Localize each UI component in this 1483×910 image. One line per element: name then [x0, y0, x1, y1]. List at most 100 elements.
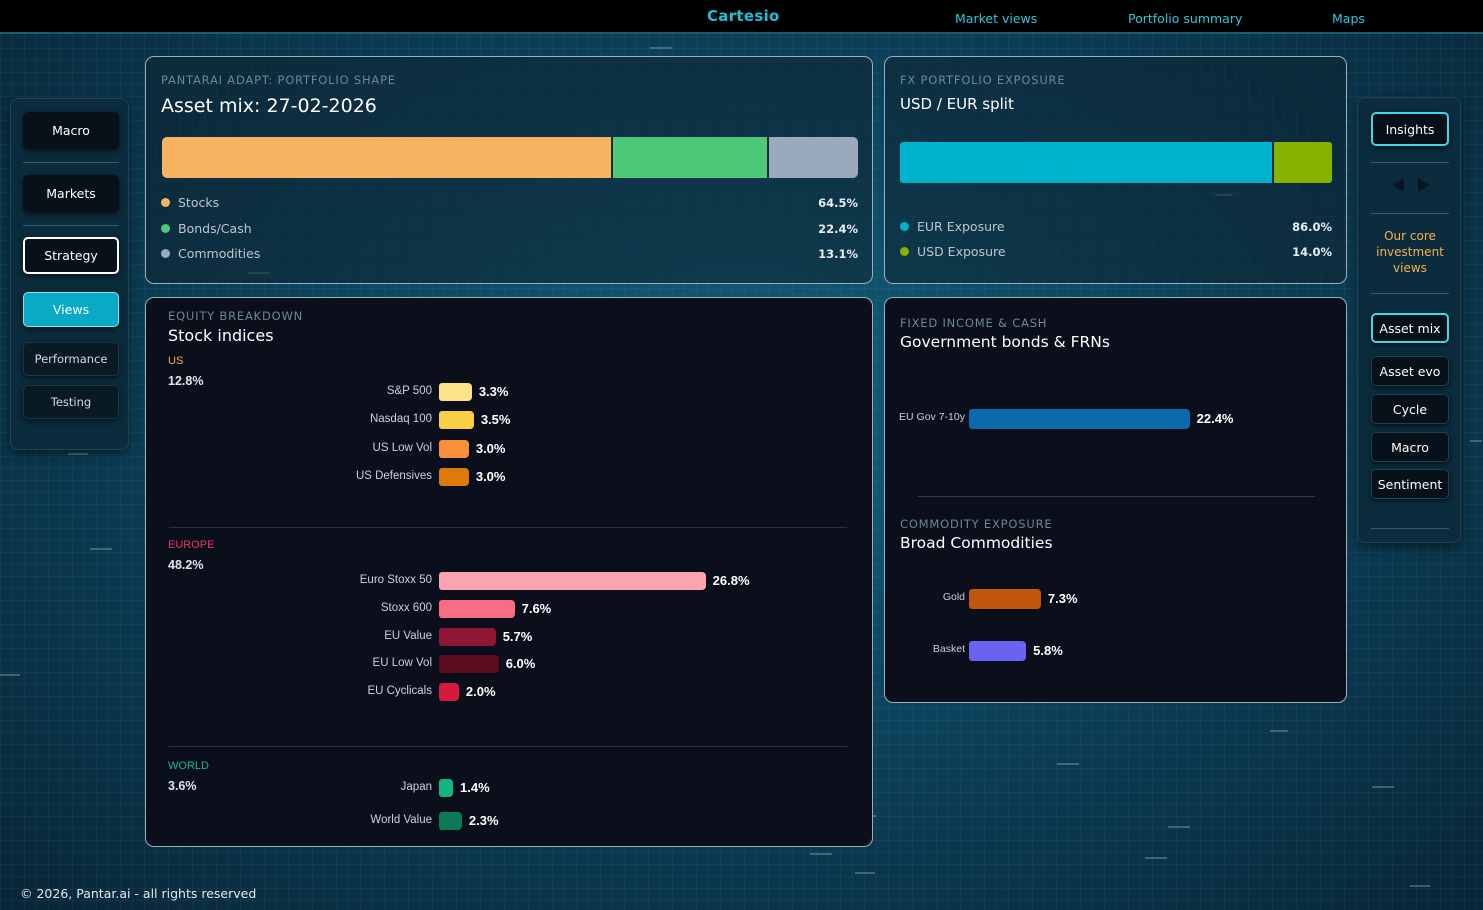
- decor-dash: [810, 853, 832, 855]
- legend-dot-icon: [900, 247, 909, 256]
- next-arrow-icon[interactable]: [1418, 178, 1430, 192]
- testing-button[interactable]: Testing: [23, 385, 119, 419]
- cycle-button[interactable]: Cycle: [1371, 394, 1449, 424]
- panel-kicker: PANTARAI ADAPT: PORTFOLIO SHAPE: [161, 73, 396, 87]
- bar-label: Nasdaq 100: [369, 413, 432, 426]
- region-name: EUROPE: [168, 539, 215, 551]
- bar-label: US Defensives: [355, 469, 432, 482]
- legend-dot-icon: [161, 198, 170, 207]
- bar-label: US Low Vol: [372, 441, 432, 454]
- bar-row: Nasdaq 100 3.5%: [146, 411, 872, 431]
- decor-dash: [1168, 826, 1190, 828]
- decor-dash: [1270, 730, 1288, 732]
- panel-kicker: FIXED INCOME & CASH: [900, 316, 1048, 330]
- region-total: 12.8%: [168, 374, 204, 388]
- bar-value: 3.0%: [475, 440, 506, 456]
- insights-button[interactable]: Insights: [1371, 112, 1449, 146]
- legend-item: Stocks: [161, 195, 219, 210]
- legend-item: EUR Exposure: [900, 219, 1005, 234]
- bar-row: Japan 1.4%: [146, 779, 872, 799]
- bar-segment-bonds-cash: [610, 137, 767, 178]
- bar-label: World Value: [370, 813, 432, 826]
- right-sidebar: Insights Our core investment views Asset…: [1357, 97, 1461, 543]
- nav-market-views[interactable]: Market views: [955, 11, 1038, 26]
- macro-button[interactable]: Macro: [23, 112, 119, 149]
- legend-label: Bonds/Cash: [178, 220, 252, 236]
- decor-dash: [855, 872, 875, 874]
- legend-dot-icon: [900, 222, 909, 231]
- bar-mark: [439, 655, 499, 674]
- prev-arrow-icon[interactable]: [1392, 178, 1404, 192]
- region-total: 48.2%: [168, 558, 204, 572]
- panel-kicker: COMMODITY EXPOSURE: [900, 517, 1053, 531]
- decor-dash: [68, 453, 88, 455]
- footer-copyright: © 2026, Pantar.ai - all rights reserved: [20, 886, 257, 901]
- decor-dash: [1470, 440, 1482, 442]
- bar-value: 22.4%: [1196, 411, 1234, 426]
- region-total: 3.6%: [168, 779, 197, 793]
- fixed-income-commodities-panel: FIXED INCOME & CASH Government bonds & F…: [884, 297, 1347, 703]
- nav-portfolio-summary[interactable]: Portfolio summary: [1128, 11, 1243, 26]
- panel-title: USD / EUR split: [900, 95, 1014, 113]
- divider: [1371, 528, 1449, 529]
- bar-row: Euro Stoxx 50 26.8%: [146, 572, 872, 592]
- views-button[interactable]: Views: [23, 292, 119, 327]
- legend-dot-icon: [161, 223, 170, 233]
- bar-mark: [439, 383, 472, 401]
- bar-mark: [439, 599, 515, 618]
- asset-evo-button[interactable]: Asset evo: [1371, 356, 1449, 386]
- legend-value: 22.4%: [818, 221, 858, 236]
- legend-value: 14.0%: [1292, 245, 1332, 259]
- sentiment-button[interactable]: Sentiment: [1371, 469, 1449, 499]
- bar-mark: [969, 409, 1190, 429]
- bar-label: Basket: [932, 643, 965, 655]
- bar-mark: [439, 467, 469, 486]
- bar-value: 2.3%: [468, 812, 499, 828]
- bar-value: 7.6%: [521, 600, 552, 616]
- decor-dash: [1410, 885, 1430, 887]
- bar-row: EU Low Vol 6.0%: [146, 655, 872, 675]
- decor-dash: [1372, 786, 1394, 788]
- bar-label: EU Low Vol: [372, 657, 432, 670]
- panel-kicker: EQUITY BREAKDOWN: [168, 309, 304, 323]
- bar-label: S&P 500: [386, 385, 432, 397]
- legend-dot-icon: [161, 249, 170, 258]
- bar-mark: [969, 589, 1041, 609]
- equity-breakdown-panel: EQUITY BREAKDOWN Stock indices US 12.8% S&…: [145, 297, 873, 847]
- nav-maps[interactable]: Maps: [1332, 11, 1365, 26]
- divider: [1371, 213, 1449, 214]
- bar-row: S&P 500 3.3%: [146, 383, 872, 403]
- legend-item: USD Exposure: [900, 244, 1006, 259]
- bar-row: Basket 5.8%: [885, 641, 1346, 661]
- bar-mark: [439, 627, 496, 646]
- bar-label: Japan: [400, 781, 432, 793]
- panel-title: Government bonds & FRNs: [900, 333, 1110, 351]
- performance-button[interactable]: Performance: [23, 342, 119, 376]
- bar-segment-usd-exposure: [1271, 142, 1332, 183]
- bar-value: 5.7%: [502, 628, 533, 644]
- legend-label: USD Exposure: [917, 244, 1006, 259]
- bar-label: EU Gov 7-10y: [899, 411, 965, 423]
- bar-mark: [439, 411, 474, 430]
- decor-dash: [90, 548, 112, 550]
- bar-row: EU Value 5.7%: [146, 627, 872, 648]
- bar-value: 3.3%: [478, 384, 509, 399]
- legend-item: Bonds/Cash: [161, 221, 252, 236]
- bar-segment-eur-exposure: [900, 142, 1272, 183]
- brand-logo[interactable]: Cartesio: [707, 7, 780, 25]
- bar-label: EU Value: [384, 629, 432, 642]
- legend-label: EUR Exposure: [917, 219, 1005, 234]
- asset-mix-button[interactable]: Asset mix: [1371, 313, 1449, 343]
- bar-value: 5.8%: [1033, 643, 1063, 658]
- macro-view-button[interactable]: Macro: [1371, 432, 1449, 462]
- markets-button[interactable]: Markets: [23, 175, 119, 212]
- divider: [169, 527, 847, 528]
- divider: [169, 746, 847, 747]
- divider: [1371, 293, 1449, 294]
- strategy-button[interactable]: Strategy: [23, 237, 119, 274]
- bar-value: 2.0%: [465, 684, 496, 700]
- divider: [23, 162, 119, 163]
- bar-mark: [439, 779, 453, 797]
- bar-segment-commodities: [766, 137, 858, 178]
- bar-label: Euro Stoxx 50: [359, 574, 432, 586]
